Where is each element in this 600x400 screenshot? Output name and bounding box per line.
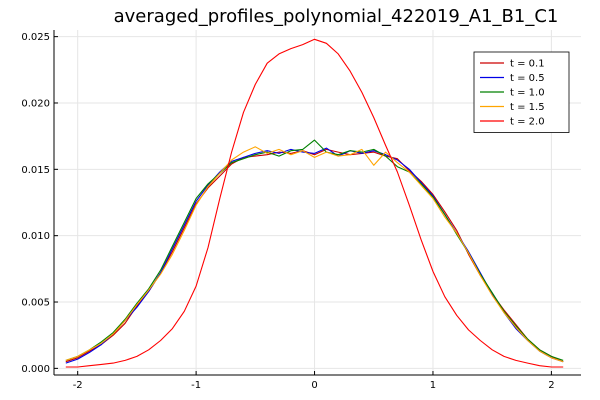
series-line-3 <box>65 139 564 361</box>
legend-label: t = 2.0 <box>510 117 545 128</box>
legend-label: t = 0.5 <box>510 73 545 84</box>
y-tick-label: 0.020 <box>21 98 50 109</box>
series-line-4 <box>65 146 564 363</box>
y-tick-label: 0.000 <box>21 364 50 375</box>
y-tick-label: 0.010 <box>21 231 50 242</box>
x-tick-label: 0 <box>311 380 317 391</box>
series-line-5 <box>65 38 564 368</box>
tick-labels: -2 -1 0 1 2 0.000 0.005 0.010 0.015 0.020 0.025 <box>21 32 554 391</box>
series-line-2 <box>65 147 564 364</box>
legend-label: t = 1.0 <box>510 88 545 99</box>
y-tick-label: 0.025 <box>21 32 50 43</box>
y-tick-label: 0.015 <box>21 165 50 176</box>
legend-label: t = 0.1 <box>510 59 545 70</box>
x-tick-label: -1 <box>191 380 201 391</box>
axes <box>53 30 581 376</box>
chart-title: averaged_profiles_polynomial_422019_A1_B… <box>114 6 559 27</box>
x-tick-label: 2 <box>548 380 554 391</box>
y-tick-label: 0.005 <box>21 298 50 309</box>
series-lines <box>65 38 564 368</box>
legend: t = 0.1 t = 0.5 t = 1.0 t = 1.5 t = 2.0 <box>473 51 570 133</box>
x-tick-label: 1 <box>430 380 436 391</box>
x-tick-label: -2 <box>73 380 83 391</box>
legend-label: t = 1.5 <box>510 102 545 113</box>
